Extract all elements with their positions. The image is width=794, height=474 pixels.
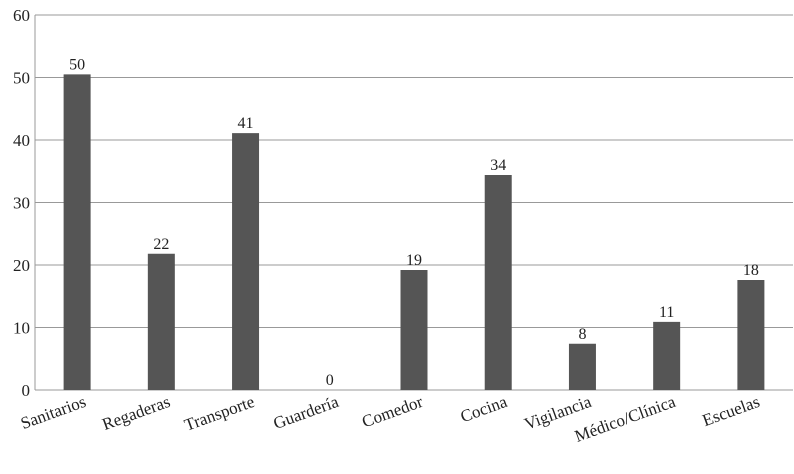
bar [63,74,91,390]
x-tick-label: Comedor [359,392,425,432]
data-labels: 50 22 41 0 19 34 8 11 18 [69,56,759,389]
bar [737,280,765,390]
x-tick-label: Escuelas [700,392,762,430]
x-tick-label: Cocina [458,392,510,426]
data-label: 19 [406,252,422,269]
y-tick-label: 10 [13,319,30,338]
data-label: 22 [153,236,169,253]
bar [147,253,175,390]
x-tick-label: Transporte [182,392,257,435]
y-tick-label: 20 [13,256,30,275]
bar [232,133,260,390]
y-tick-label: 40 [13,131,30,150]
bar [568,343,596,390]
data-label: 50 [69,56,85,73]
bar [653,321,681,390]
data-label: 0 [326,372,334,389]
bar [484,175,512,390]
y-tick-label: 0 [22,381,31,400]
y-axis: 0 10 20 30 40 50 60 [13,6,36,400]
bars [63,74,765,390]
bar [400,270,428,390]
data-label: 11 [659,304,674,321]
x-tick-label: Regaderas [100,392,173,434]
data-label: 8 [578,326,586,343]
y-tick-label: 60 [13,6,30,25]
x-axis: Sanitarios Regaderas Transporte Guardería Co… [18,392,762,446]
data-label: 18 [743,262,759,279]
data-label: 41 [238,115,254,132]
data-label: 34 [490,157,506,174]
y-tick-label: 30 [13,194,30,213]
y-tick-label: 50 [13,69,30,88]
x-tick-label: Guardería [271,392,342,433]
